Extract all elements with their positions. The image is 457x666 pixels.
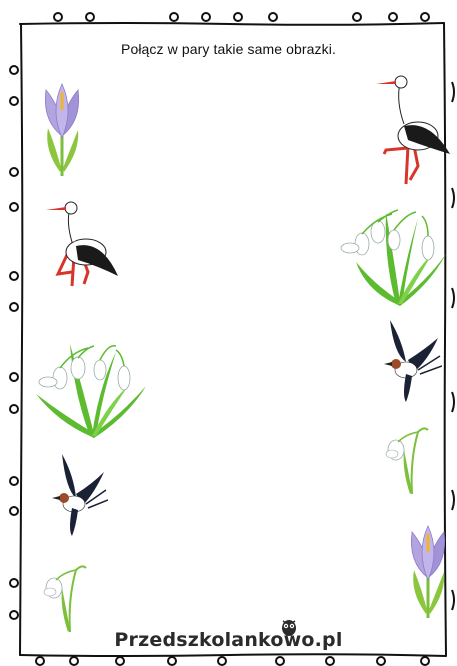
snowdrops-large-image-right[interactable] [336, 200, 448, 308]
stork-image-right[interactable] [374, 66, 454, 190]
swallow-image-left[interactable] [48, 450, 108, 538]
snowdrops-large-image-left[interactable] [32, 334, 150, 440]
stork-image-left[interactable] [44, 196, 124, 290]
brand-logo-text[interactable]: Przedszkolankowo.pl [114, 629, 343, 651]
swallow-image-right[interactable] [380, 316, 442, 404]
crocus-image-left[interactable] [36, 80, 88, 178]
snowdrop-small-image-right[interactable] [384, 420, 430, 496]
crocus-image-right[interactable] [402, 522, 454, 620]
snowdrop-small-image-left[interactable] [42, 558, 88, 634]
instruction-text: Połącz w pary takie same obrazki. [121, 41, 336, 57]
owl-logo-icon [282, 620, 296, 636]
